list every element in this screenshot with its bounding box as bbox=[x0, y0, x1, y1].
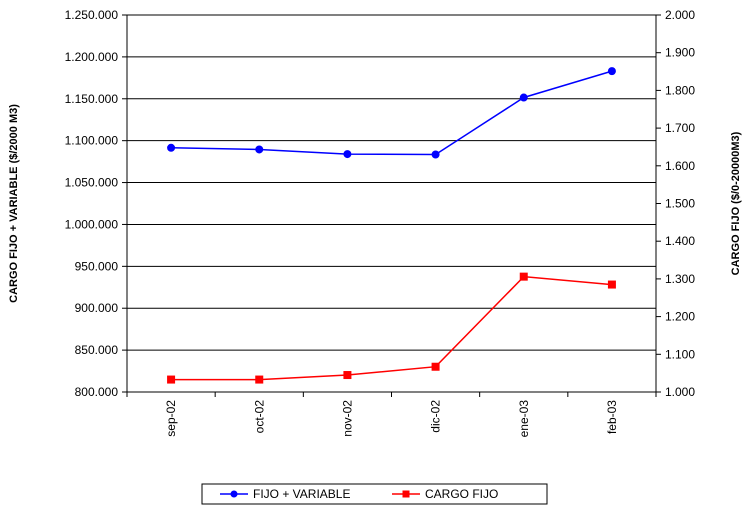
left-tick-label: 1.050.000 bbox=[65, 176, 119, 190]
data-point bbox=[519, 272, 528, 281]
left-tick-label: 850.000 bbox=[75, 343, 119, 357]
right-axis-title: CARGO FIJO ($/0-20000M3) bbox=[730, 131, 742, 275]
right-tick-label: 1.300 bbox=[665, 272, 695, 286]
gridlines bbox=[127, 14, 656, 393]
left-tick-label: 1.200.000 bbox=[65, 50, 119, 64]
data-point bbox=[167, 143, 176, 152]
data-point bbox=[607, 67, 616, 76]
data-point bbox=[431, 362, 440, 371]
series-line bbox=[171, 70, 613, 156]
data-point bbox=[343, 150, 352, 159]
left-tick-label: 900.000 bbox=[75, 301, 119, 315]
left-tick-label: 800.000 bbox=[75, 385, 119, 399]
series-1 bbox=[167, 67, 616, 159]
x-tick-label: feb-03 bbox=[605, 400, 619, 434]
x-tick-label: nov-02 bbox=[340, 400, 354, 437]
x-axis-ticks: sep-02 oct-02 nov-02 dic-02 ene-03 feb-03 bbox=[126, 392, 657, 438]
data-point bbox=[255, 145, 264, 154]
data-point bbox=[519, 93, 528, 102]
left-axis-title: CARGO FIJO + VARIABLE ($/2000 M3) bbox=[8, 104, 20, 303]
data-point bbox=[255, 375, 264, 384]
series-line bbox=[171, 275, 612, 381]
x-tick-label: dic-02 bbox=[429, 400, 443, 433]
data-point bbox=[607, 280, 616, 289]
right-tick-label: 1.000 bbox=[665, 385, 695, 399]
left-axis-ticks: 800.000 850.000 900.000 950.000 1.000.000 1.0… bbox=[65, 8, 127, 399]
right-tick-label: 1.100 bbox=[665, 347, 695, 361]
x-tick-label: ene-03 bbox=[517, 400, 531, 438]
right-tick-label: 1.700 bbox=[665, 121, 695, 135]
legend: FIJO + VARIABLE CARGO FIJO bbox=[201, 483, 548, 505]
left-tick-label: 1.000.000 bbox=[65, 217, 119, 231]
right-axis-ticks: 1.000 1.100 1.200 1.300 1.400 1.500 1.600 1.700… bbox=[656, 8, 695, 399]
right-tick-label: 1.200 bbox=[665, 310, 695, 324]
x-tick-label: oct-02 bbox=[252, 400, 266, 434]
right-tick-label: 1.800 bbox=[665, 83, 695, 97]
legend-marker bbox=[230, 490, 238, 498]
legend-marker bbox=[402, 490, 410, 498]
right-tick-label: 1.600 bbox=[665, 159, 695, 173]
left-tick-label: 1.250.000 bbox=[65, 8, 119, 22]
data-point bbox=[167, 375, 176, 384]
data-point bbox=[431, 150, 440, 159]
right-tick-label: 1.400 bbox=[665, 234, 695, 248]
legend-label: CARGO FIJO bbox=[425, 487, 498, 501]
left-tick-label: 1.100.000 bbox=[65, 134, 119, 148]
legend-label: FIJO + VARIABLE bbox=[253, 487, 350, 501]
series-2 bbox=[167, 272, 616, 384]
left-tick-label: 950.000 bbox=[75, 259, 119, 273]
series-layer bbox=[167, 67, 616, 384]
legend-item: CARGO FIJO bbox=[392, 487, 498, 501]
plot-area bbox=[126, 14, 657, 393]
x-tick-label: sep-02 bbox=[164, 400, 178, 437]
right-tick-label: 1.900 bbox=[665, 46, 695, 60]
left-tick-label: 1.150.000 bbox=[65, 92, 119, 106]
data-point bbox=[343, 371, 352, 380]
right-tick-label: 2.000 bbox=[665, 8, 695, 22]
legend-box bbox=[201, 483, 548, 505]
legend-item: FIJO + VARIABLE bbox=[220, 487, 350, 501]
right-tick-label: 1.500 bbox=[665, 197, 695, 211]
